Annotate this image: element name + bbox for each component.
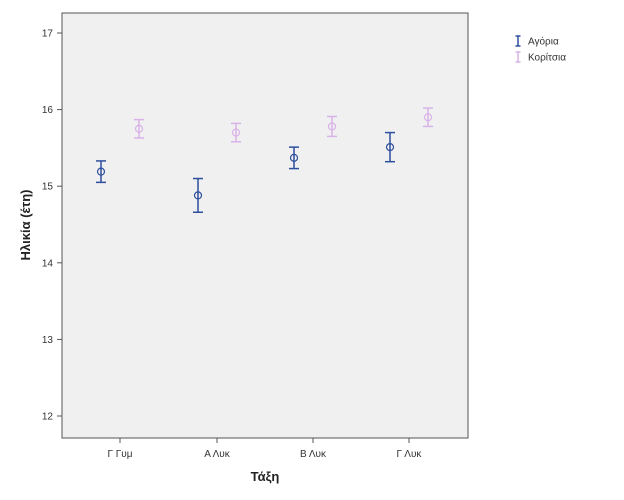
x-tick-label: Β Λυκ [300,449,327,460]
error-bar-girls [423,107,433,128]
legend-label: Αγόρια [528,36,559,48]
mean-marker [231,128,241,137]
legend: Αγόρια Κορίτσια [515,35,566,64]
y-tick-label: 17 [42,29,54,40]
y-tick-label: 16 [42,105,54,116]
mean-marker [289,153,299,162]
legend-item: Κορίτσια [515,51,566,64]
error-bar-boys [193,177,203,213]
error-bar-boys [385,131,395,163]
y-tick-label: 15 [42,182,54,193]
error-bar-boys [96,160,106,184]
error-bar-boys [289,146,299,170]
plot-area [61,12,469,439]
x-tick-label: Γ Γυμ [107,449,132,460]
x-tick-label: Α Λυκ [204,449,230,460]
x-tick-label: Γ Λυκ [397,449,423,460]
mean-marker [327,122,337,131]
y-axis: 12 13 14 15 16 17 [42,29,62,423]
legend-label: Κορίτσια [528,52,566,64]
y-axis-title: Ηλικία (έτη) [18,190,33,261]
x-axis: Γ Γυμ Α Λυκ Β Λυκ Γ Λυκ [107,438,422,460]
y-tick-label: 13 [42,335,54,346]
mean-marker [96,167,106,176]
mean-marker [385,143,395,152]
error-bar-girls [231,122,241,143]
y-tick-label: 12 [42,412,54,423]
error-bar-girls [327,115,337,138]
error-bar-girls [134,118,144,139]
mean-marker [134,124,144,133]
error-bars [96,107,433,213]
legend-item: Αγόρια [515,35,559,48]
y-tick-label: 14 [42,258,54,269]
x-axis-title: Τάξη [251,469,280,484]
mean-marker [193,191,203,200]
mean-marker [423,113,433,122]
